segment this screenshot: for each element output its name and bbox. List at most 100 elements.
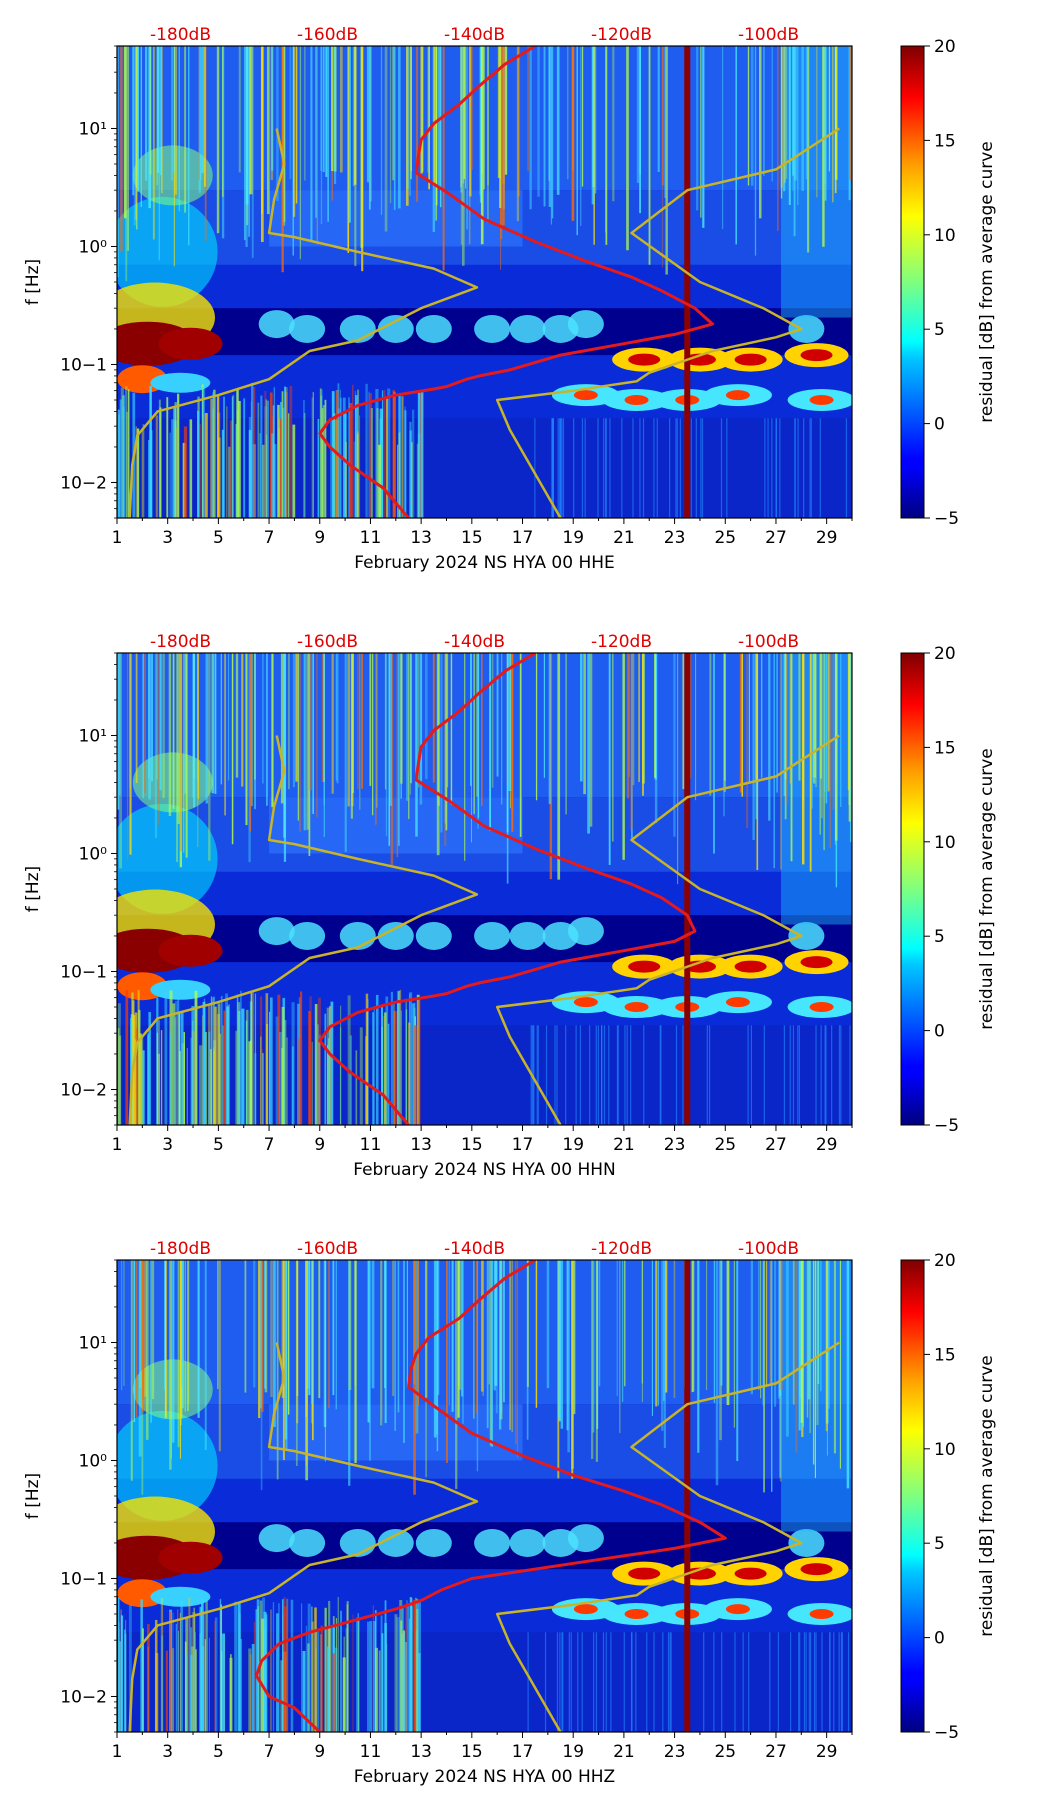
y-tick-label: 10−1 [60,355,107,375]
noise-model-curve [128,1342,479,1732]
colorbar: −5 0 5 10 15 20 residual [dB] from average cur… [900,1251,997,1743]
colorbar-tick-label: 20 [934,1251,956,1271]
ppsd-mode-curve [318,46,715,518]
x-tick-label: 23 [664,1135,686,1155]
top-db-tick-label: -140dB [444,1239,505,1259]
colorbar-tick-label: 15 [934,1345,956,1365]
top-db-tick-label: -100dB [738,632,799,652]
x-tick-label: 29 [816,1135,838,1155]
colorbar-tick-label: 10 [934,1440,956,1460]
y-tick-label: 10−2 [60,1080,107,1100]
colorbar-label: residual [dB] from average curve [977,141,997,422]
top-db-tick-label: -180dB [150,632,211,652]
x-tick-label: 27 [765,1742,787,1762]
x-tick-label: 15 [461,1742,483,1762]
y-tick-label: 10⁰ [79,844,108,864]
x-tick-label: 3 [162,528,173,548]
x-tick-label: 27 [765,1135,787,1155]
top-db-tick-label: -160dB [297,25,358,45]
x-tick-label: 5 [213,1742,224,1762]
x-tick-label: 25 [714,528,736,548]
top-db-tick-label: -120dB [591,632,652,652]
x-tick-label: 5 [213,1135,224,1155]
noise-model-curve [128,128,479,518]
ppsd-mode-curve [254,1260,727,1732]
top-db-tick-label: -120dB [591,1239,652,1259]
y-tick-label: 10−1 [60,1569,107,1589]
x-tick-label: 29 [816,528,838,548]
x-tick-label: 23 [664,1742,686,1762]
y-tick-label: 10¹ [79,1333,107,1353]
top-db-tick-label: -100dB [738,1239,799,1259]
x-tick-label: 9 [314,1135,325,1155]
x-tick-label: 1 [112,1742,123,1762]
x-tick-label: 21 [613,1742,635,1762]
y-tick-label: 10−2 [60,1687,107,1707]
x-tick-label: 21 [613,1135,635,1155]
x-tick-label: 21 [613,528,635,548]
gap-marker-line [684,653,691,1125]
x-tick-label: 5 [213,528,224,548]
x-axis-label: February 2024 NS HYA 00 HHN [353,1160,616,1180]
x-tick-label: 7 [264,528,275,548]
top-db-tick-label: -100dB [738,25,799,45]
top-db-tick-label: -180dB [150,25,211,45]
x-tick-label: 17 [512,1742,534,1762]
colorbar-tick-label: 0 [934,415,945,435]
x-tick-label: 3 [162,1135,173,1155]
spectrogram-image [117,46,852,518]
top-db-tick-label: -140dB [444,25,505,45]
x-tick-label: 13 [410,1135,432,1155]
noise-model-curve [495,734,840,1125]
y-tick-label: 10⁰ [79,1451,108,1471]
y-axis-label: f [Hz] [23,866,43,912]
noise-model-curve [495,1341,840,1732]
x-tick-label: 19 [562,1135,584,1155]
x-tick-label: 9 [314,1742,325,1762]
y-axis-label: f [Hz] [23,1473,43,1519]
top-db-tick-label: -160dB [297,632,358,652]
colorbar-tick-label: −5 [934,1116,959,1136]
x-tick-label: 15 [461,1135,483,1155]
x-axis-label: February 2024 NS HYA 00 HHE [354,553,615,573]
colorbar-tick-label: −5 [934,1723,959,1743]
y-tick-label: 10⁰ [79,237,108,257]
colorbar-tick-label: 0 [934,1022,945,1042]
colorbar-label: residual [dB] from average curve [977,1355,997,1636]
colorbar-tick-label: 5 [934,927,945,947]
spectrogram-image [117,653,852,1125]
spectrogram-panel-1: 1 3 5 7 9 11 13 15 17 19 21 23 25 27 29-180dB -160dB -14… [23,25,997,573]
x-tick-label: 23 [664,528,686,548]
ppsd-mode-curve [318,653,697,1125]
gap-marker-line [684,46,691,518]
top-db-tick-label: -120dB [591,25,652,45]
colorbar: −5 0 5 10 15 20 residual [dB] from average cur… [900,644,997,1136]
y-tick-label: 10−1 [60,962,107,982]
colorbar-tick-label: 20 [934,644,956,664]
x-tick-label: 1 [112,528,123,548]
x-tick-label: 11 [360,528,382,548]
x-tick-label: 19 [562,1742,584,1762]
noise-model-curve [495,127,840,518]
noise-model-curve [128,735,479,1125]
x-tick-label: 25 [714,1742,736,1762]
x-tick-label: 1 [112,1135,123,1155]
x-tick-label: 7 [264,1742,275,1762]
x-tick-label: 25 [714,1135,736,1155]
x-tick-label: 29 [816,1742,838,1762]
y-tick-label: 10¹ [79,726,107,746]
colorbar-tick-label: −5 [934,509,959,529]
y-tick-label: 10−2 [60,473,107,493]
x-tick-label: 11 [360,1135,382,1155]
colorbar-label: residual [dB] from average curve [977,748,997,1029]
top-db-tick-label: -160dB [297,1239,358,1259]
colorbar-tick-label: 10 [934,833,956,853]
x-axis-label: February 2024 NS HYA 00 HHZ [354,1767,615,1787]
colorbar-tick-label: 20 [934,37,956,57]
x-tick-label: 17 [512,528,534,548]
x-tick-label: 3 [162,1742,173,1762]
spectrogram-image [117,1260,852,1732]
y-tick-label: 10¹ [79,119,107,139]
x-tick-label: 9 [314,528,325,548]
